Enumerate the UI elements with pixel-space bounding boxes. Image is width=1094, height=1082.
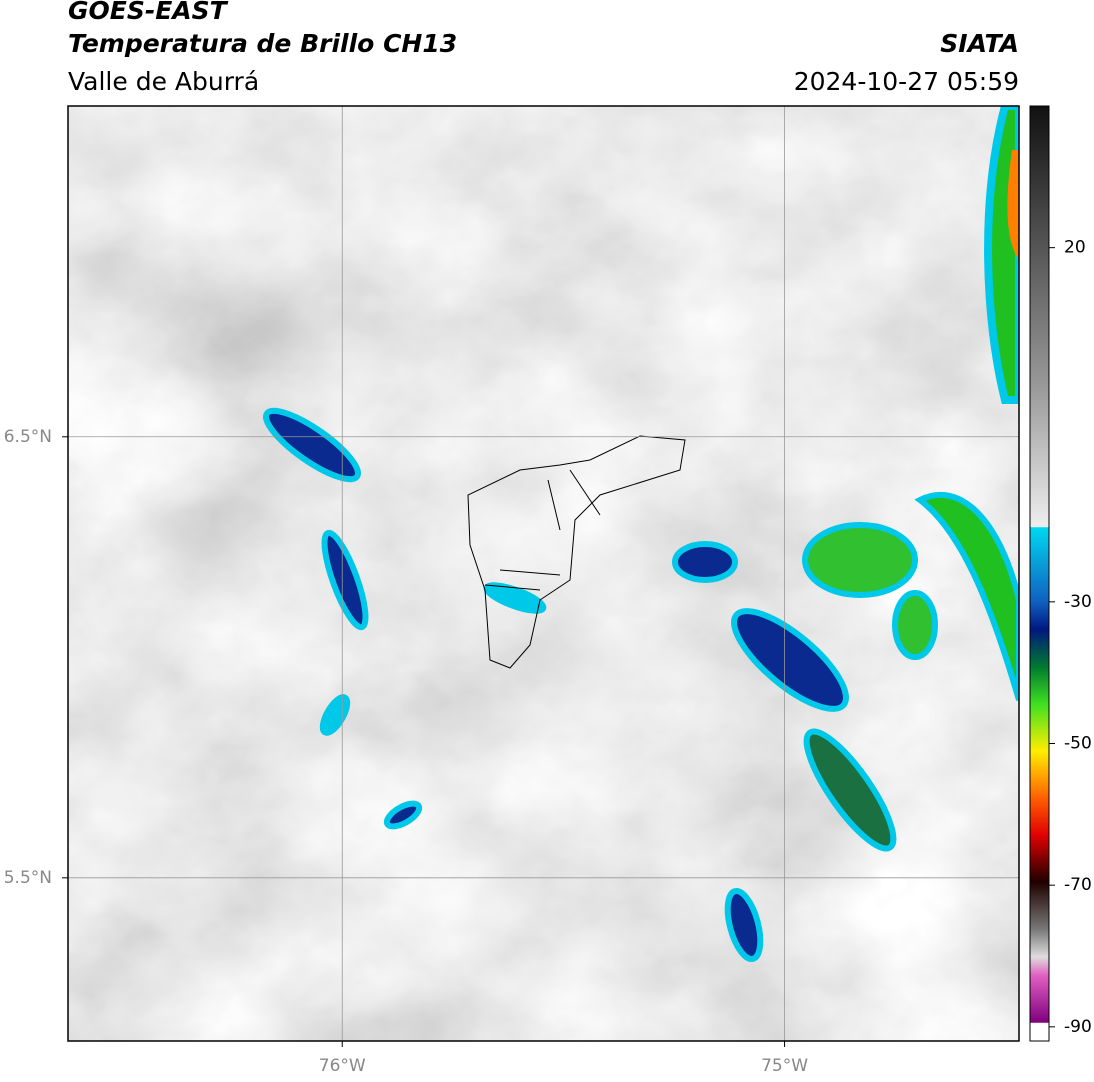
timestamp: 2024-10-27 05:59 [794,67,1019,96]
valley-outline [467,435,686,669]
storm-core [1007,150,1019,260]
region: Valle de Aburrá [68,67,259,96]
source: SIATA [940,29,1019,58]
x-tick-label: 76°W [319,1056,366,1076]
cold-tops [263,407,938,963]
colorbar [1029,105,1050,1042]
colorbar-tick-label: -70 [1064,875,1092,895]
x-tick-label: 75°W [761,1056,808,1076]
colorbar-tick-label: 20 [1064,238,1086,258]
colorbar-tick-label: -50 [1064,734,1092,754]
colorbar-tick-label: -30 [1064,592,1092,612]
map-frame [67,105,1020,1042]
colorbar-tick-label: -90 [1064,1017,1092,1037]
satellite: GOES-EAST [68,0,229,25]
graticule [68,106,1019,1041]
y-tick-label: 5.5°N [4,868,52,888]
product: Temperatura de Brillo CH13 [68,29,457,58]
y-tick-label: 6.5°N [4,427,52,447]
imagery [68,106,1019,1041]
